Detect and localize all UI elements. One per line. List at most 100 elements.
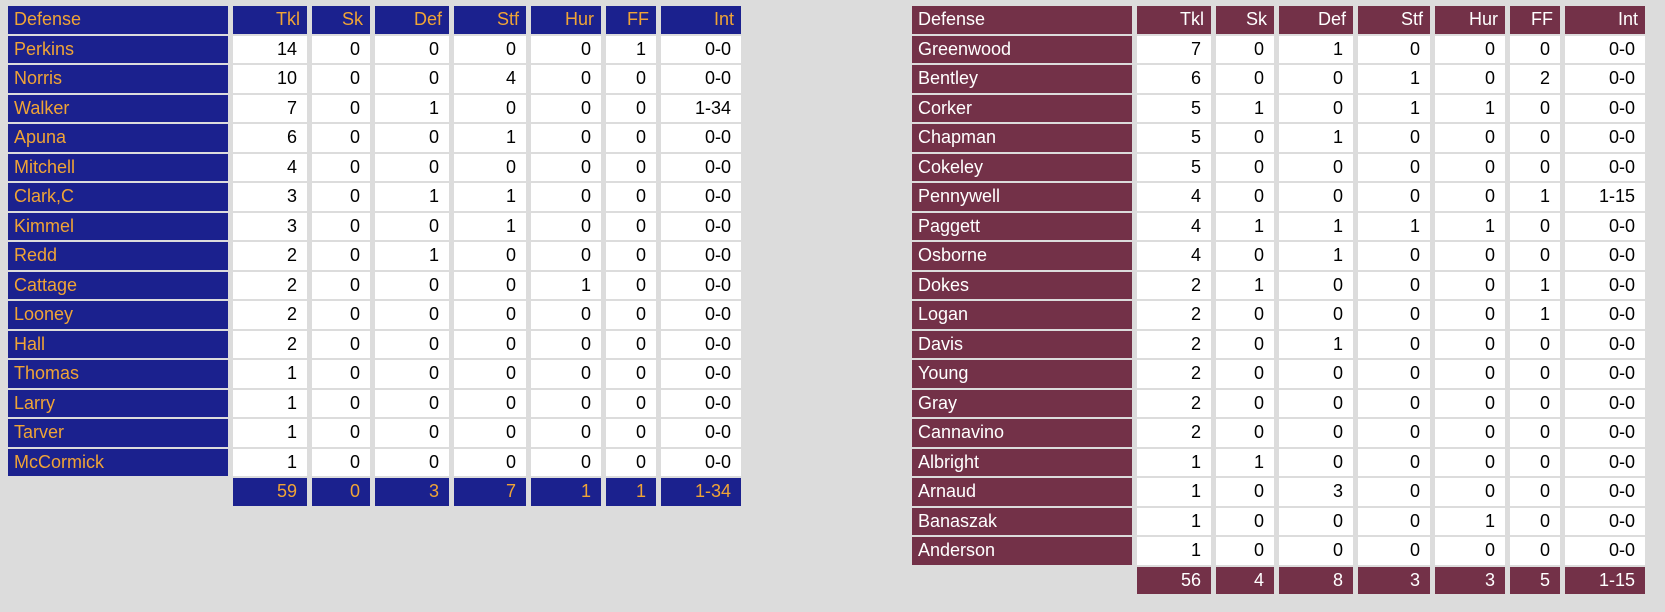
stat-cell: 0 [1435,301,1505,329]
stat-cell: 0 [1279,389,1353,417]
player-row: Paggett 4 1 1 1 1 0 0-0 [912,212,1645,240]
stat-cell: 0 [1358,271,1430,299]
stat-cell: 1 [1279,124,1353,152]
player-row: Pennywell 4 0 0 0 0 1 1-15 [912,183,1645,211]
stat-cell: 0 [454,389,526,417]
player-row: Tarver 1 0 0 0 0 0 0-0 [8,419,741,447]
stat-cell: 1 [454,212,526,240]
stat-cell: 0-0 [1565,330,1645,358]
stat-cell: 0 [454,330,526,358]
stat-cell: 0 [1279,153,1353,181]
stat-cell: 1 [1510,271,1560,299]
stat-cell: 0 [531,389,601,417]
stat-cell: 0 [454,242,526,270]
player-row: Cannavino 2 0 0 0 0 0 0-0 [912,419,1645,447]
stat-cell: 1-15 [1565,183,1645,211]
column-header-ff: FF [1510,6,1560,34]
player-name-cell: Mitchell [8,153,228,181]
stat-cell: 0-0 [661,419,741,447]
player-name-cell: Banaszak [912,507,1132,535]
stat-cell: 0 [1358,419,1430,447]
stat-cell: 0-0 [661,242,741,270]
stat-cell: 0 [531,242,601,270]
stat-cell: 0 [375,35,449,63]
stat-cell: 1 [233,389,307,417]
stat-cell: 3 [233,212,307,240]
stat-cell: 1 [1216,94,1274,122]
stat-cell: 0 [1435,65,1505,93]
stat-cell: 2 [1137,301,1211,329]
player-row: Corker 5 1 0 1 1 0 0-0 [912,94,1645,122]
stat-cell: 0-0 [1565,94,1645,122]
stat-cell: 0 [1279,271,1353,299]
stat-cell: 0-0 [661,448,741,476]
stat-cell: 0-0 [661,212,741,240]
stat-cell: 0 [1435,448,1505,476]
player-name-cell: Cokeley [912,153,1132,181]
player-name-cell: Redd [8,242,228,270]
player-name-cell: Bentley [912,65,1132,93]
stat-cell: 0 [606,212,656,240]
stat-cell: 0 [454,94,526,122]
player-name-cell: Walker [8,94,228,122]
stat-cell: 2 [233,330,307,358]
stat-cell: 0 [312,389,370,417]
stat-cell: 0-0 [1565,124,1645,152]
player-row: Redd 2 0 1 0 0 0 0-0 [8,242,741,270]
player-name-cell: Clark,C [8,183,228,211]
stat-cell: 2 [1137,271,1211,299]
stat-cell: 0-0 [661,271,741,299]
column-header-defense: Defense [912,6,1132,34]
column-header-defense: Defense [8,6,228,34]
stat-cell: 0 [375,419,449,447]
stat-cell: 0 [375,271,449,299]
stat-cell: 1 [1358,65,1430,93]
defense-table-blue-team: Defense Tkl Sk Def Stf Hur FF Int Perkins 14 0 0 0 0 1… [3,4,746,508]
player-row: Clark,C 3 0 1 1 0 0 0-0 [8,183,741,211]
stat-cell: 0 [1435,419,1505,447]
column-header-hur: Hur [531,6,601,34]
stat-cell: 0 [531,301,601,329]
header-row: Defense Tkl Sk Def Stf Hur FF Int [8,6,741,34]
stat-cell: 0-0 [1565,301,1645,329]
stat-cell: 0 [375,124,449,152]
stat-cell: 0 [375,301,449,329]
stat-cell: 6 [1137,65,1211,93]
stat-cell: 0 [312,212,370,240]
stat-cell: 0 [1216,35,1274,63]
stat-cell: 0 [1358,124,1430,152]
stat-cell: 0 [606,153,656,181]
stat-cell: 0 [1510,153,1560,181]
stat-cell: 0 [1216,537,1274,565]
stat-cell: 1 [375,183,449,211]
stat-cell: 0 [1510,448,1560,476]
stat-cell: 0 [454,153,526,181]
player-row: Norris 10 0 0 4 0 0 0-0 [8,65,741,93]
stat-cell: 0 [531,65,601,93]
defense-table-maroon-team: Defense Tkl Sk Def Stf Hur FF Int Greenwood 7 0 1 0 0… [907,4,1650,596]
player-name-cell: Anderson [912,537,1132,565]
stat-cell: 0 [1358,35,1430,63]
stat-cell: 5 [1137,94,1211,122]
stat-cell: 0 [1510,389,1560,417]
stat-cell: 0 [454,35,526,63]
stat-cell: 0 [312,301,370,329]
stat-cell: 0-0 [661,183,741,211]
stat-cell: 1 [1279,35,1353,63]
stat-cell: 0 [606,301,656,329]
stat-cell: 0 [1279,448,1353,476]
total-stat-cell: 8 [1279,566,1353,594]
stat-cell: 0 [1358,507,1430,535]
stat-cell: 1 [454,124,526,152]
stat-cell: 2 [233,301,307,329]
stat-cell: 2 [1510,65,1560,93]
stat-cell: 1 [1216,448,1274,476]
stat-cell: 0 [1510,94,1560,122]
player-row: Bentley 6 0 0 1 0 2 0-0 [912,65,1645,93]
stat-cell: 6 [233,124,307,152]
player-row: Cokeley 5 0 0 0 0 0 0-0 [912,153,1645,181]
stat-cell: 0 [1358,153,1430,181]
stat-cell: 0 [1216,301,1274,329]
stat-cell: 1 [1510,301,1560,329]
